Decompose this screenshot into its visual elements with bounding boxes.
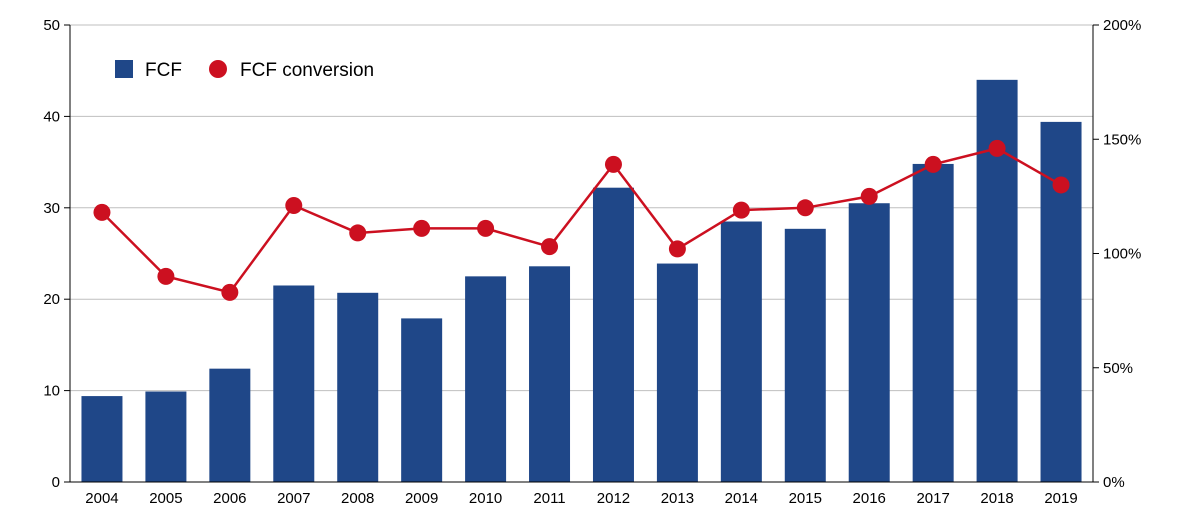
x-tick-label: 2013 <box>661 490 694 507</box>
bar-2007 <box>273 285 315 482</box>
bar-2006 <box>209 368 251 482</box>
x-tick-label: 2012 <box>597 490 630 507</box>
x-tick-label: 2018 <box>980 490 1013 507</box>
point-2006 <box>221 283 239 301</box>
point-2010 <box>477 219 495 237</box>
x-tick-label: 2010 <box>469 490 502 507</box>
point-2018 <box>988 139 1006 157</box>
x-tick-label: 2014 <box>725 490 758 507</box>
x-tick-label: 2011 <box>533 490 565 507</box>
x-tick-label: 2006 <box>213 490 246 507</box>
bar-2017 <box>912 163 954 483</box>
left-tick-label: 0 <box>52 474 60 491</box>
x-axis-ticks: 2004 2005 2006 2007 2008 2009 2010 2011 2012 2013… <box>85 490 1077 507</box>
x-tick-label: 2015 <box>789 490 822 507</box>
x-tick-label: 2019 <box>1044 490 1077 507</box>
left-tick-label: 40 <box>43 108 60 125</box>
left-axis-ticks: 0 10 20 30 40 50 <box>43 17 70 491</box>
point-2012 <box>604 155 622 173</box>
point-2014 <box>732 201 750 219</box>
point-2015 <box>796 199 814 217</box>
x-tick-label: 2008 <box>341 490 374 507</box>
point-2005 <box>157 267 175 285</box>
fcf-bars <box>81 79 1082 483</box>
bar-2004 <box>81 396 123 482</box>
bar-2008 <box>337 292 379 482</box>
bar-2011 <box>529 266 571 482</box>
right-axis-ticks: 0% 50% 100% 150% 200% <box>1093 17 1141 491</box>
right-tick-label: 100% <box>1103 246 1141 263</box>
point-2009 <box>413 219 431 237</box>
x-tick-label: 2016 <box>853 490 886 507</box>
fcf-conversion-line <box>93 139 1070 301</box>
x-tick-label: 2017 <box>916 490 949 507</box>
x-tick-label: 2005 <box>149 490 182 507</box>
right-tick-label: 200% <box>1103 17 1141 34</box>
point-2016 <box>860 187 878 205</box>
point-2007 <box>285 197 303 215</box>
x-tick-label: 2004 <box>85 490 118 507</box>
x-tick-label: 2007 <box>277 490 310 507</box>
right-tick-label: 0% <box>1103 474 1125 491</box>
legend-fcf-conversion-marker <box>209 60 227 78</box>
bar-2013 <box>656 263 698 482</box>
point-2004 <box>93 203 111 221</box>
bar-2012 <box>592 187 634 482</box>
point-2013 <box>668 240 686 258</box>
left-tick-label: 10 <box>43 383 60 400</box>
legend-fcf-label: FCF <box>145 60 182 81</box>
bar-2010 <box>465 276 507 482</box>
bar-2014 <box>720 221 762 482</box>
bar-2015 <box>784 228 826 482</box>
point-2008 <box>349 224 367 242</box>
point-2017 <box>924 155 942 173</box>
right-tick-label: 150% <box>1103 131 1141 148</box>
fcf-conversion-polyline <box>101 147 1062 294</box>
point-2011 <box>541 238 559 256</box>
left-tick-label: 30 <box>43 200 60 217</box>
legend-fcf-swatch <box>115 60 133 78</box>
bar-2005 <box>145 391 187 482</box>
legend-fcf-conversion-label: FCF conversion <box>240 60 374 81</box>
bar-2009 <box>401 318 443 482</box>
point-2019 <box>1052 176 1070 194</box>
left-tick-label: 50 <box>43 17 60 34</box>
left-tick-label: 20 <box>43 291 60 308</box>
legend: FCF FCF conversion <box>115 60 374 81</box>
bar-2016 <box>848 203 890 483</box>
right-tick-label: 50% <box>1103 360 1133 377</box>
x-tick-label: 2009 <box>405 490 438 507</box>
